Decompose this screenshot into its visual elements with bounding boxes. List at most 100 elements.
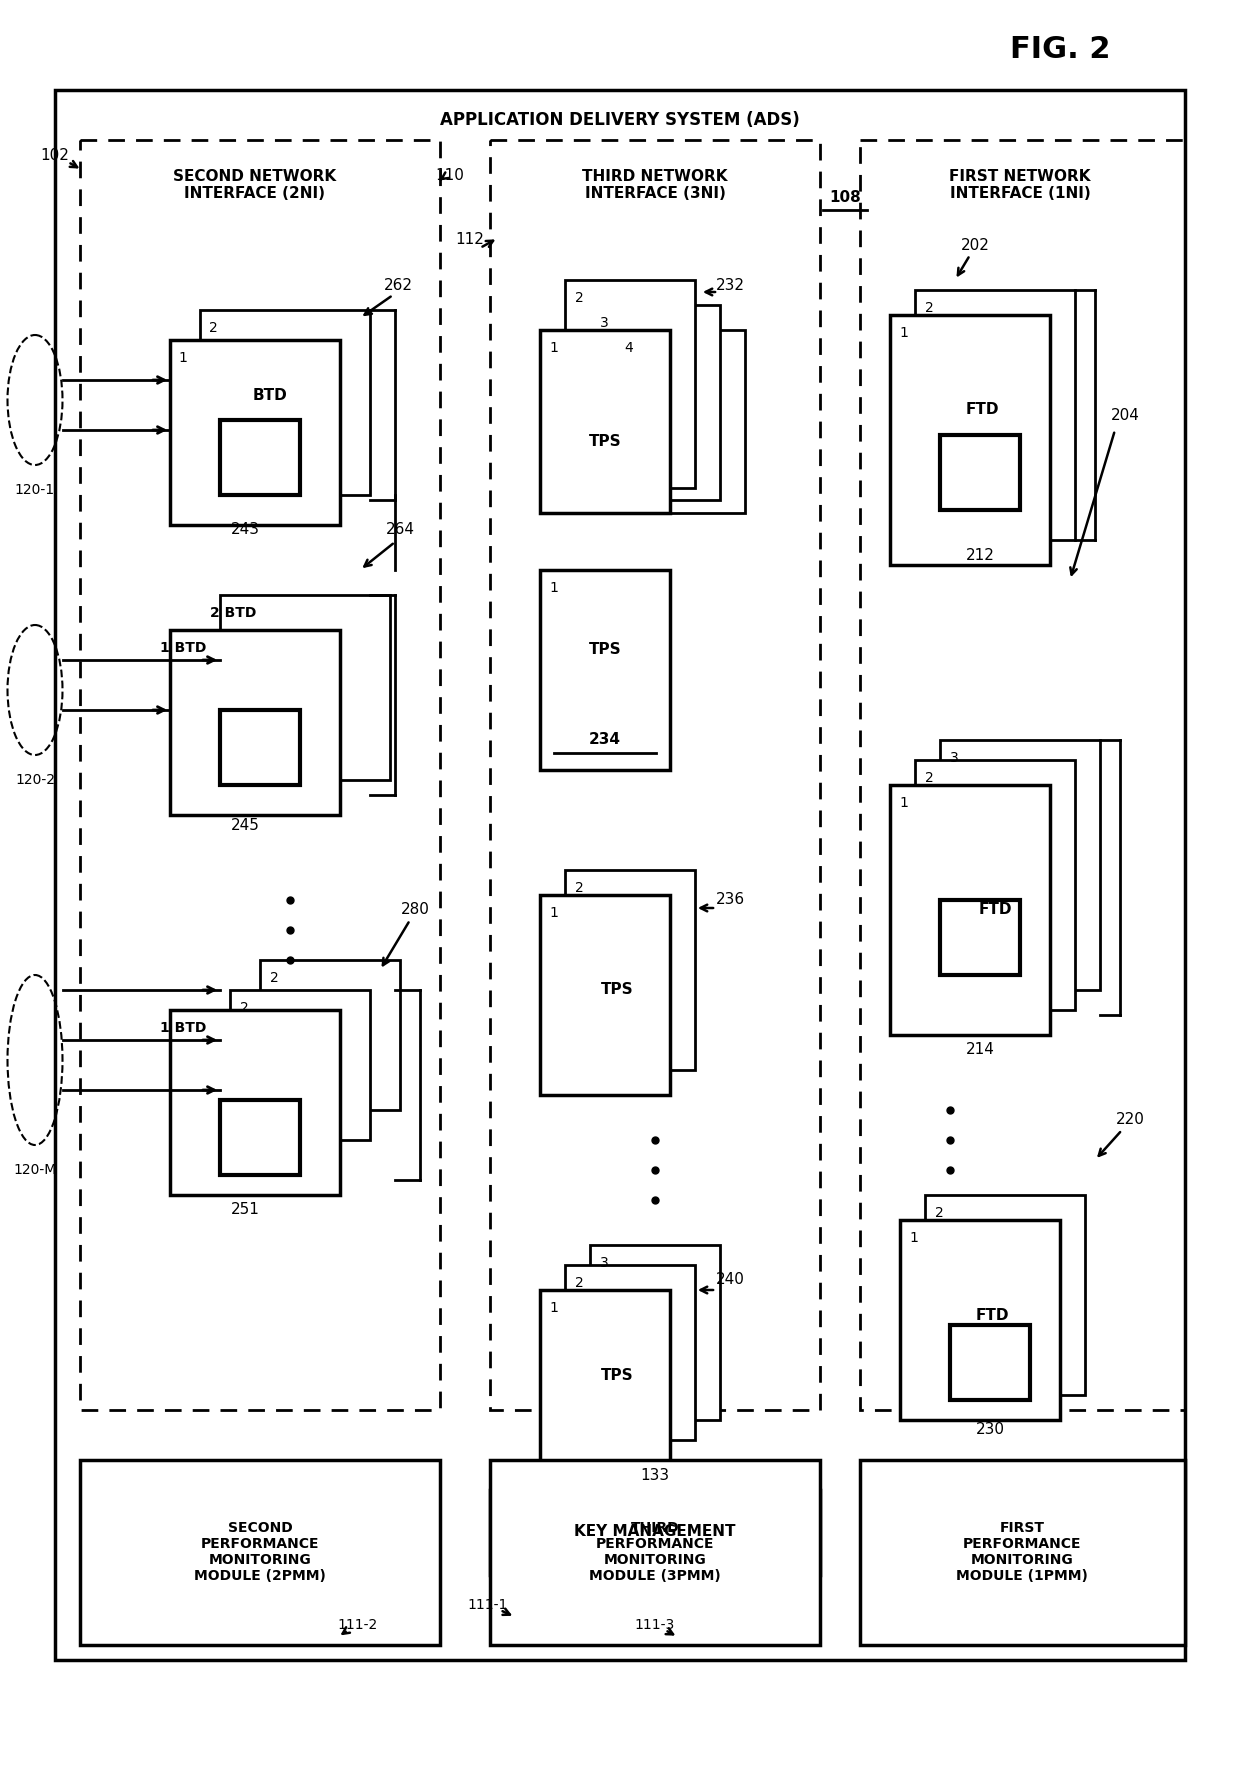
- Text: 236: 236: [715, 892, 744, 908]
- Text: 2: 2: [925, 301, 934, 315]
- Text: FIRST
PERFORMANCE
MONITORING
MODULE (1PMM): FIRST PERFORMANCE MONITORING MODULE (1PM…: [956, 1520, 1087, 1584]
- Bar: [229, 989, 370, 1140]
- Bar: [940, 435, 1021, 510]
- Text: 1: 1: [549, 906, 558, 920]
- Text: 2: 2: [269, 972, 278, 984]
- Text: 3: 3: [950, 750, 959, 765]
- Text: FIG. 2: FIG. 2: [1009, 35, 1110, 64]
- Text: 111-2: 111-2: [337, 1618, 378, 1632]
- Text: FTD: FTD: [975, 1308, 1009, 1322]
- Text: FTD: FTD: [978, 903, 1012, 917]
- Bar: [170, 630, 340, 814]
- Bar: [55, 90, 1185, 1660]
- Text: 2: 2: [574, 881, 583, 896]
- Bar: [260, 959, 401, 1110]
- Bar: [861, 140, 1185, 1411]
- Text: APPLICATION DELIVERY SYSTEM (ADS): APPLICATION DELIVERY SYSTEM (ADS): [440, 112, 800, 129]
- Text: SECOND NETWORK
INTERFACE (2NI): SECOND NETWORK INTERFACE (2NI): [174, 168, 336, 202]
- Text: 120-M: 120-M: [14, 1163, 57, 1177]
- Bar: [565, 280, 694, 489]
- Bar: [170, 1011, 340, 1195]
- Text: 4: 4: [625, 342, 634, 356]
- Bar: [565, 1266, 694, 1441]
- Text: 1: 1: [910, 1230, 919, 1244]
- Text: 111-1: 111-1: [467, 1598, 508, 1612]
- Bar: [219, 595, 391, 781]
- Text: 120-1: 120-1: [15, 483, 55, 497]
- Text: 202: 202: [961, 237, 990, 253]
- Bar: [170, 340, 340, 526]
- Text: 1: 1: [899, 796, 909, 811]
- Text: 220: 220: [1116, 1113, 1145, 1127]
- Text: 243: 243: [231, 522, 259, 538]
- Bar: [219, 1099, 300, 1175]
- Text: 111-3: 111-3: [635, 1618, 675, 1632]
- Text: 2 BTD: 2 BTD: [210, 605, 257, 620]
- Bar: [900, 1220, 1060, 1420]
- Text: SECOND
PERFORMANCE
MONITORING
MODULE (2PMM): SECOND PERFORMANCE MONITORING MODULE (2P…: [195, 1520, 326, 1584]
- Bar: [590, 1244, 720, 1420]
- Text: 133: 133: [640, 1469, 670, 1483]
- Bar: [925, 1195, 1085, 1395]
- Bar: [915, 290, 1075, 540]
- Text: 2: 2: [574, 290, 583, 304]
- Bar: [200, 310, 370, 496]
- Text: 108: 108: [830, 189, 861, 205]
- Bar: [565, 871, 694, 1071]
- Bar: [861, 1460, 1185, 1644]
- Bar: [490, 1490, 820, 1575]
- Text: 112: 112: [455, 232, 485, 248]
- Bar: [490, 1460, 820, 1644]
- Bar: [615, 329, 745, 513]
- Bar: [915, 759, 1075, 1011]
- Text: 1: 1: [549, 342, 558, 356]
- Text: FTD: FTD: [965, 402, 998, 418]
- Bar: [539, 329, 670, 513]
- Bar: [539, 570, 670, 770]
- Bar: [940, 740, 1100, 989]
- Text: 1: 1: [549, 581, 558, 595]
- Text: 280: 280: [401, 903, 429, 917]
- Bar: [950, 1326, 1030, 1400]
- Bar: [940, 899, 1021, 975]
- Text: FIRST NETWORK
INTERFACE (1NI): FIRST NETWORK INTERFACE (1NI): [950, 168, 1091, 202]
- Text: KEY MANAGEMENT: KEY MANAGEMENT: [574, 1524, 735, 1540]
- Bar: [219, 419, 300, 496]
- Text: TPS: TPS: [589, 434, 621, 448]
- Text: THIRD
PERFORMANCE
MONITORING
MODULE (3PMM): THIRD PERFORMANCE MONITORING MODULE (3PM…: [589, 1520, 720, 1584]
- Text: 264: 264: [386, 522, 414, 538]
- Text: 214: 214: [966, 1043, 994, 1057]
- Text: 110: 110: [435, 168, 465, 182]
- Text: TPS: TPS: [589, 643, 621, 657]
- Bar: [219, 710, 300, 786]
- Text: 2: 2: [208, 320, 217, 335]
- Text: 3: 3: [600, 317, 609, 329]
- Bar: [490, 140, 820, 1411]
- Text: BTD: BTD: [253, 388, 288, 402]
- Text: 2: 2: [239, 1002, 248, 1014]
- Text: 251: 251: [231, 1202, 259, 1218]
- Bar: [539, 1290, 670, 1466]
- Text: 1: 1: [549, 1301, 558, 1315]
- Bar: [890, 315, 1050, 565]
- Text: 204: 204: [1111, 407, 1140, 423]
- Text: 1: 1: [899, 326, 909, 340]
- Text: 2: 2: [574, 1276, 583, 1290]
- Text: 102: 102: [41, 147, 69, 163]
- Text: 245: 245: [231, 818, 259, 832]
- Text: 2: 2: [935, 1205, 944, 1220]
- Text: 120-2: 120-2: [15, 773, 55, 788]
- Text: 212: 212: [966, 547, 994, 563]
- Bar: [539, 896, 670, 1096]
- Text: 240: 240: [715, 1273, 744, 1287]
- Bar: [81, 1460, 440, 1644]
- Text: 262: 262: [383, 278, 413, 292]
- Text: TPS: TPS: [600, 1368, 634, 1382]
- Text: 232: 232: [715, 278, 744, 292]
- Text: 1: 1: [179, 350, 187, 365]
- Text: 3: 3: [600, 1257, 609, 1271]
- Text: TPS: TPS: [600, 982, 634, 998]
- Text: THIRD NETWORK
INTERFACE (3NI): THIRD NETWORK INTERFACE (3NI): [583, 168, 728, 202]
- Bar: [590, 304, 720, 499]
- Text: 1 BTD: 1 BTD: [160, 1021, 206, 1035]
